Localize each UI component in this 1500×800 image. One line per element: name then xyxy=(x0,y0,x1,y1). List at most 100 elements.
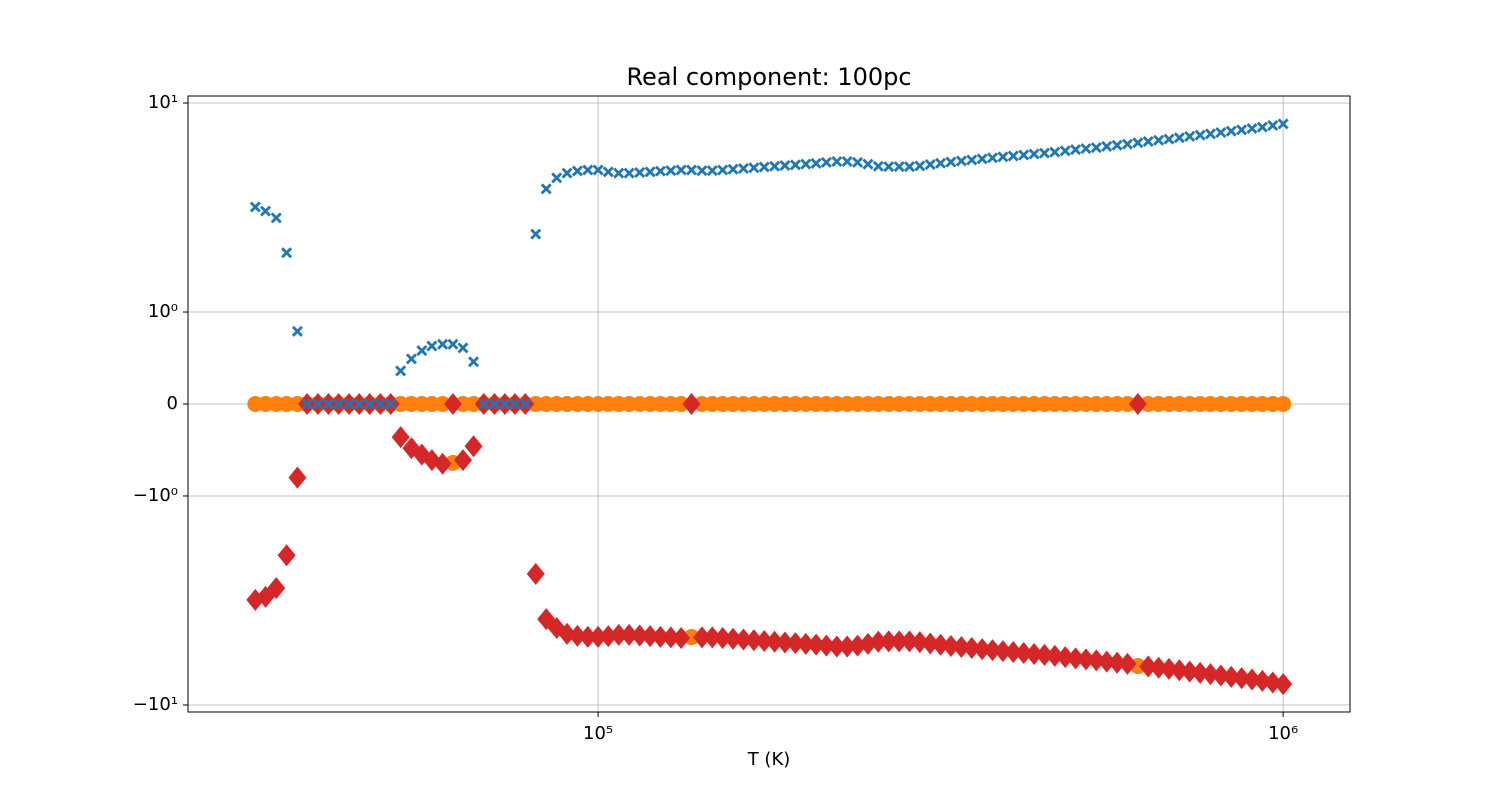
point xyxy=(744,629,763,652)
point xyxy=(1080,143,1092,155)
point xyxy=(1225,125,1237,137)
point xyxy=(692,626,711,649)
point xyxy=(900,630,919,653)
point xyxy=(952,636,971,659)
point xyxy=(1149,656,1168,679)
point xyxy=(1274,673,1293,696)
marks xyxy=(246,118,1293,696)
point xyxy=(288,466,307,489)
point xyxy=(838,635,857,658)
point xyxy=(862,158,874,170)
point xyxy=(464,435,483,458)
point xyxy=(706,165,718,177)
point xyxy=(443,393,462,415)
point xyxy=(1153,134,1165,146)
point xyxy=(1097,650,1116,673)
point xyxy=(810,157,822,169)
point xyxy=(993,640,1012,663)
point xyxy=(914,160,926,172)
point xyxy=(1275,396,1292,412)
point xyxy=(890,630,909,653)
point xyxy=(1004,641,1023,664)
point xyxy=(526,562,545,585)
x-axis-label: T (K) xyxy=(747,749,791,770)
point xyxy=(1242,668,1261,691)
point xyxy=(1128,393,1147,415)
point xyxy=(281,247,293,259)
point xyxy=(945,156,957,168)
point xyxy=(852,156,864,168)
point xyxy=(1101,140,1113,152)
point xyxy=(673,396,690,412)
point xyxy=(599,625,618,648)
point xyxy=(433,452,452,475)
point xyxy=(1246,123,1258,135)
point xyxy=(997,151,1009,163)
point xyxy=(1211,664,1230,687)
point xyxy=(775,631,794,654)
point xyxy=(983,639,1002,662)
point xyxy=(568,624,587,647)
y-tick-label: −10¹ xyxy=(133,694,178,715)
point xyxy=(661,626,680,649)
point xyxy=(1025,642,1044,665)
point xyxy=(1277,118,1289,130)
point xyxy=(1007,150,1019,162)
point xyxy=(724,627,743,650)
point xyxy=(1204,128,1216,140)
point xyxy=(457,342,469,354)
point xyxy=(291,325,303,337)
point xyxy=(478,398,490,410)
point xyxy=(530,228,542,240)
point xyxy=(976,153,988,165)
point xyxy=(1180,660,1199,683)
point xyxy=(910,631,929,654)
point xyxy=(713,627,732,650)
point xyxy=(561,167,573,179)
point xyxy=(786,632,805,655)
point xyxy=(1066,647,1085,670)
point xyxy=(1173,132,1185,144)
point xyxy=(644,166,656,178)
point xyxy=(270,212,282,224)
point xyxy=(1201,663,1220,686)
point xyxy=(807,633,826,656)
point xyxy=(1170,659,1189,682)
point xyxy=(921,632,940,655)
point xyxy=(582,164,594,176)
point xyxy=(903,161,915,173)
point xyxy=(267,577,286,600)
point xyxy=(488,398,500,410)
point xyxy=(641,625,660,648)
point xyxy=(385,398,397,410)
point xyxy=(1215,127,1227,139)
point xyxy=(820,156,832,168)
y-tick-label: 10¹ xyxy=(148,92,178,113)
point xyxy=(1087,649,1106,672)
point xyxy=(686,164,698,176)
point xyxy=(758,161,770,173)
point xyxy=(613,167,625,179)
point xyxy=(966,154,978,166)
point xyxy=(1222,665,1241,688)
point xyxy=(1191,661,1210,684)
point xyxy=(872,160,884,172)
point xyxy=(765,630,784,653)
point xyxy=(831,155,843,167)
point xyxy=(437,338,449,350)
point xyxy=(703,626,722,649)
point xyxy=(519,398,531,410)
y-tick-label: 0 xyxy=(167,393,178,414)
point xyxy=(654,165,666,177)
point xyxy=(620,623,639,646)
point xyxy=(769,160,781,172)
point xyxy=(973,638,992,661)
point xyxy=(841,155,853,167)
point xyxy=(301,398,313,410)
x-tick-label: 10⁵ xyxy=(583,723,613,744)
point xyxy=(1159,657,1178,680)
point xyxy=(779,160,791,172)
point xyxy=(540,183,552,195)
point xyxy=(1236,124,1248,136)
point xyxy=(879,630,898,653)
